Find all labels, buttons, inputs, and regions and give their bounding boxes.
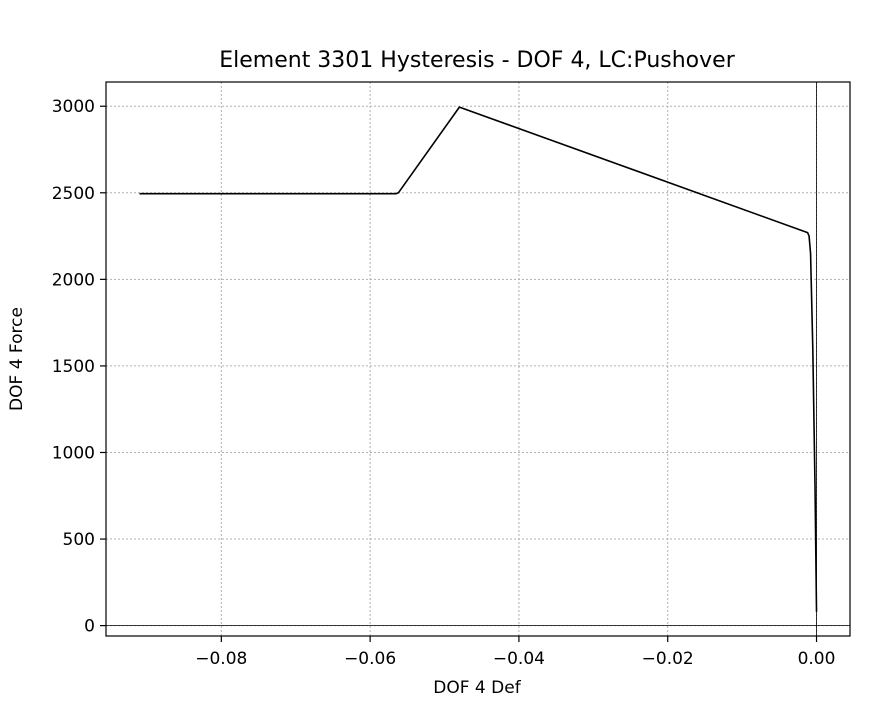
- x-tick-label: −0.06: [344, 649, 396, 669]
- x-tick-label: −0.08: [195, 649, 247, 669]
- x-tick-label: 0.00: [798, 649, 836, 669]
- zero-lines: [106, 82, 850, 636]
- chart-title: Element 3301 Hysteresis - DOF 4, LC:Push…: [219, 48, 735, 73]
- y-tick-label: 1500: [52, 357, 95, 377]
- y-tick-label: 2000: [52, 270, 95, 290]
- y-axis-label: DOF 4 Force: [7, 307, 27, 411]
- y-tick-label: 500: [63, 530, 95, 550]
- plot-frame: [105, 81, 851, 637]
- y-tick-label: 2500: [52, 184, 95, 204]
- x-tick-label: −0.02: [642, 649, 694, 669]
- series: [139, 106, 818, 612]
- series-line: [139, 106, 818, 612]
- y-tick-label: 3000: [52, 97, 95, 117]
- y-tick-label: 0: [84, 617, 95, 637]
- x-axis-label: DOF 4 Def: [433, 678, 521, 698]
- y-tick-label: 1000: [52, 443, 95, 463]
- x-tick-label: −0.04: [493, 649, 545, 669]
- grid: [106, 82, 850, 636]
- ticks: −0.08 −0.06 −0.04 −0.02 0.00 0 500 1000 1500 2000…: [52, 97, 836, 669]
